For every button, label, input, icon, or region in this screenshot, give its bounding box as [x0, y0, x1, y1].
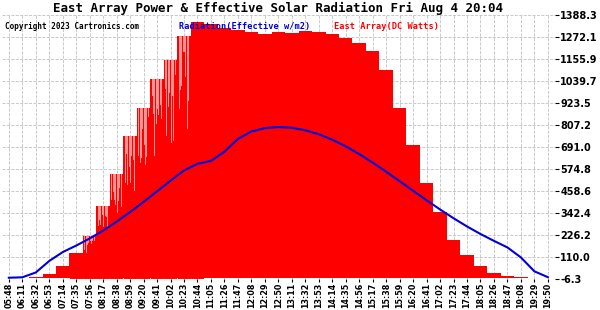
Text: Copyright 2023 Cartronics.com: Copyright 2023 Cartronics.com — [5, 22, 139, 31]
Text: Radiation(Effective w/m2): Radiation(Effective w/m2) — [179, 22, 310, 31]
Title: East Array Power & Effective Solar Radiation Fri Aug 4 20:04: East Array Power & Effective Solar Radia… — [53, 2, 503, 15]
Text: East Array(DC Watts): East Array(DC Watts) — [334, 22, 439, 31]
